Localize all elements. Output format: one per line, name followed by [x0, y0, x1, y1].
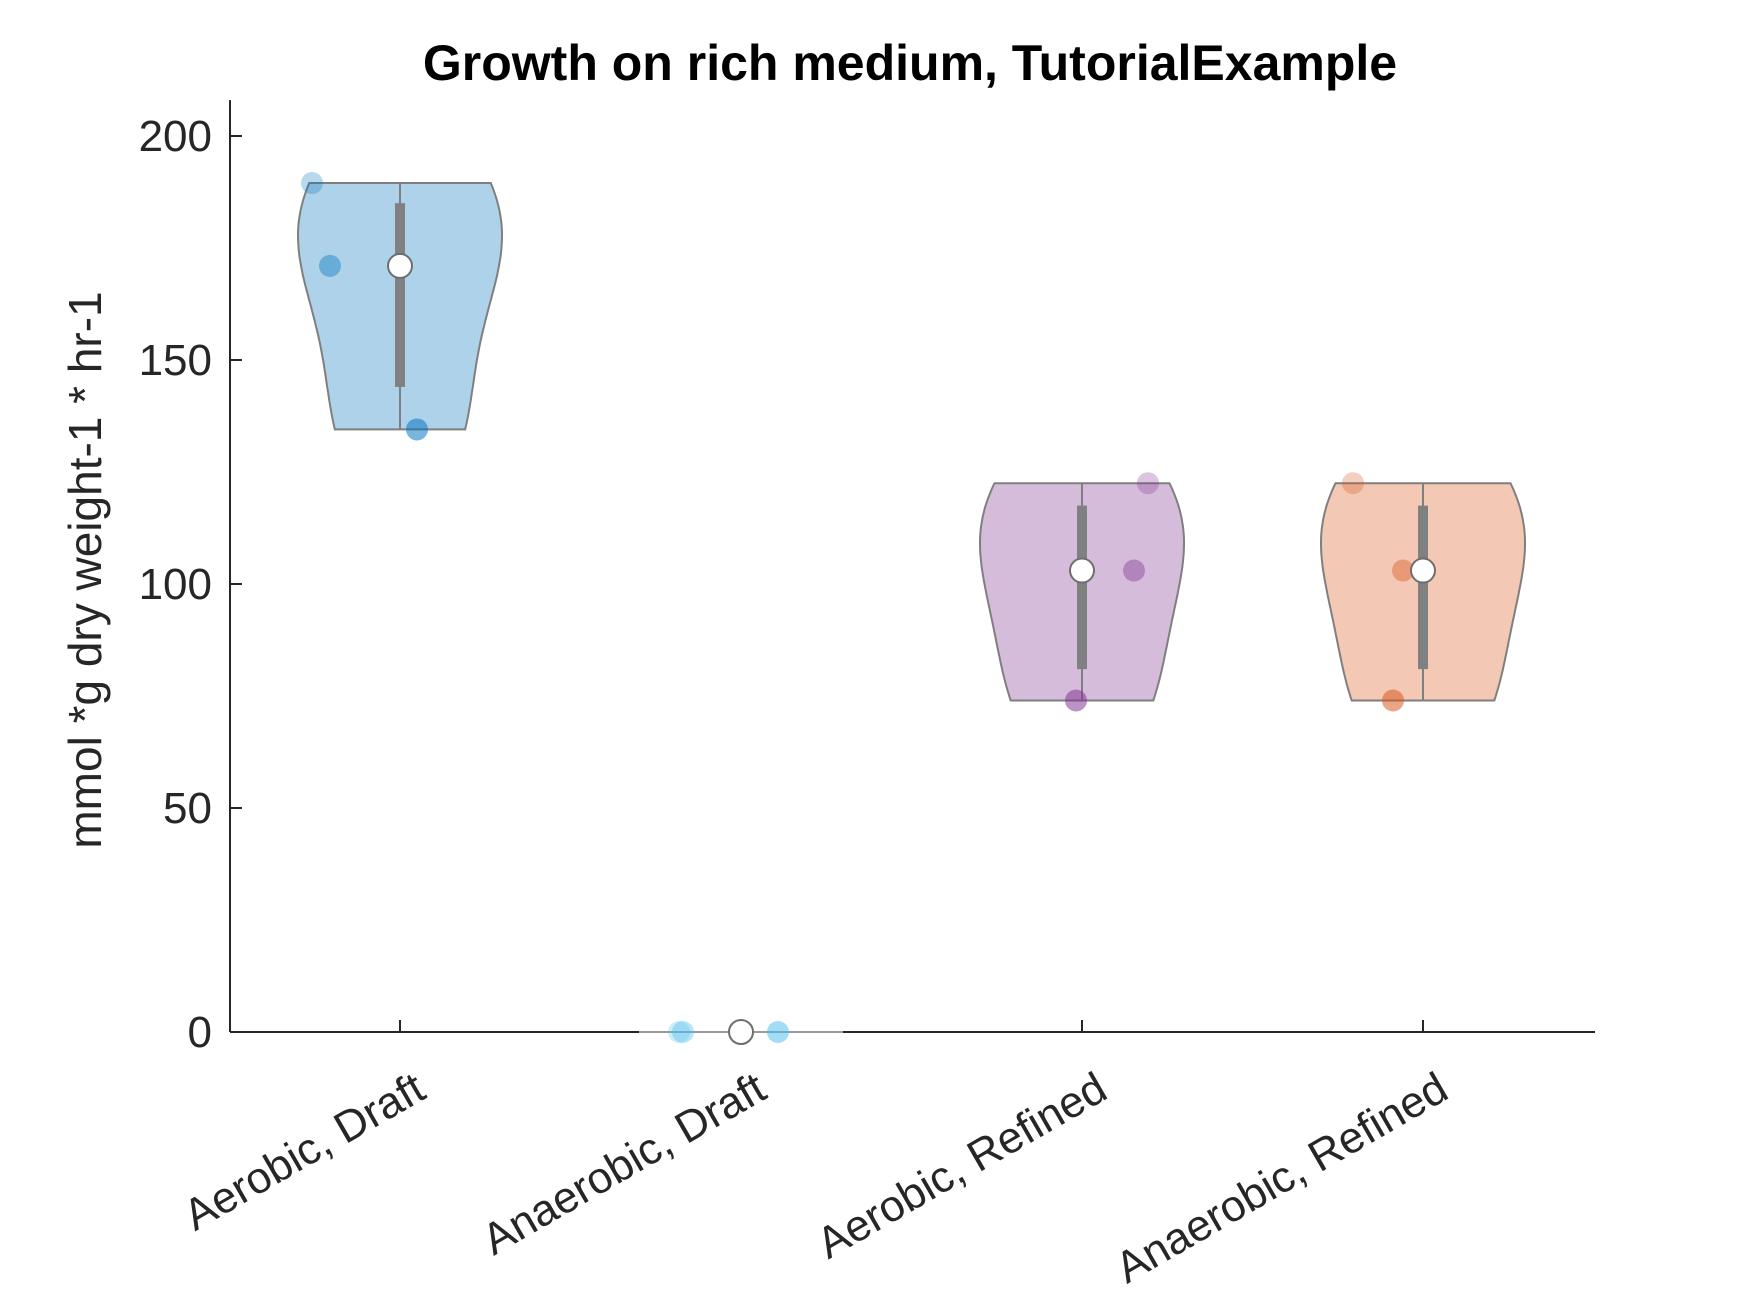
y-tick-label-50: 50 [163, 784, 212, 833]
group-4-point-1 [1342, 472, 1364, 495]
y-axis-label: mmol *g dry weight-1 * hr-1 [59, 291, 111, 848]
y-tick-label-100: 100 [139, 560, 212, 609]
y-tick-label-200: 200 [139, 112, 212, 161]
y-tick-label-150: 150 [139, 336, 212, 385]
group-2-point-2 [672, 1021, 694, 1043]
group-1-point-2 [319, 254, 341, 277]
y-tick-label-0: 0 [188, 1008, 212, 1057]
group-1-median [387, 252, 413, 279]
group-4-point-2 [1392, 559, 1414, 582]
group-1-point-1 [301, 172, 323, 195]
group-1-point-3 [406, 418, 428, 441]
group-2-point-3 [767, 1021, 789, 1043]
x-tick-label-3: Aerobic, Refined [809, 1063, 1115, 1268]
group-2-point-1 [668, 1021, 690, 1043]
group-3-median [1069, 557, 1095, 584]
group-2-median [728, 1019, 754, 1045]
x-tick-label-1: Aerobic, Draft [176, 1063, 433, 1240]
x-tick-label-4: Anaerobic, Refined [1107, 1063, 1456, 1293]
group-3-point-3 [1065, 689, 1087, 712]
x-tick-label-2: Anaerobic, Draft [474, 1063, 774, 1264]
group-3-point-2 [1123, 559, 1145, 582]
plot-area: 0 50 100 150 200 Aerobic, Draft Anaerobic, Dra… [139, 100, 1595, 1293]
group-3-iqr-box [1077, 505, 1087, 670]
group-4-median [1410, 557, 1436, 584]
group-4-point-3 [1382, 689, 1404, 712]
group-4-iqr-box [1418, 505, 1428, 670]
group-1-iqr-box [395, 203, 405, 387]
group-3-point-1 [1137, 472, 1159, 495]
chart-title: Growth on rich medium, TutorialExample [423, 35, 1397, 91]
